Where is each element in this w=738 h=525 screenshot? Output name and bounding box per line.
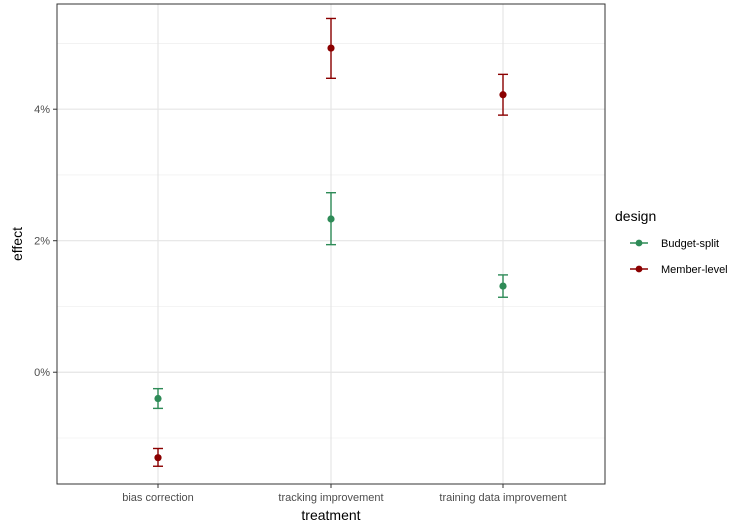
data-point <box>327 44 335 52</box>
x-tick-label: training data improvement <box>439 492 566 504</box>
data-point <box>327 215 335 223</box>
legend-label: Member-level <box>661 264 728 276</box>
legend-label: Budget-split <box>661 238 719 250</box>
x-tick-label: bias correction <box>122 492 194 504</box>
y-axis-title: effect <box>9 227 25 261</box>
series-member-level <box>153 17 508 467</box>
y-tick-label: 4% <box>34 104 50 116</box>
legend-item-budget-split: Budget-split <box>630 238 719 250</box>
data-point <box>499 282 507 290</box>
data-point <box>499 91 507 99</box>
legend-items: Budget-split Member-level <box>630 238 728 276</box>
legend-item-member-level: Member-level <box>630 264 728 276</box>
x-axis-ticks: bias correction tracking improvement train… <box>122 484 567 504</box>
legend-title: design <box>615 208 656 224</box>
data-point <box>154 454 162 462</box>
legend-key-point <box>635 265 643 273</box>
y-tick-label: 0% <box>34 367 50 379</box>
legend: design Budget-split Member-level <box>615 208 728 276</box>
x-axis-title: treatment <box>301 507 360 523</box>
x-tick-label: tracking improvement <box>278 492 383 504</box>
legend-key-point <box>635 239 643 247</box>
series-layer <box>153 17 508 467</box>
y-axis-ticks: 0% 2% 4% <box>34 104 57 379</box>
y-tick-label: 2% <box>34 236 50 248</box>
series-budget-split <box>153 192 508 410</box>
data-point <box>154 394 162 403</box>
